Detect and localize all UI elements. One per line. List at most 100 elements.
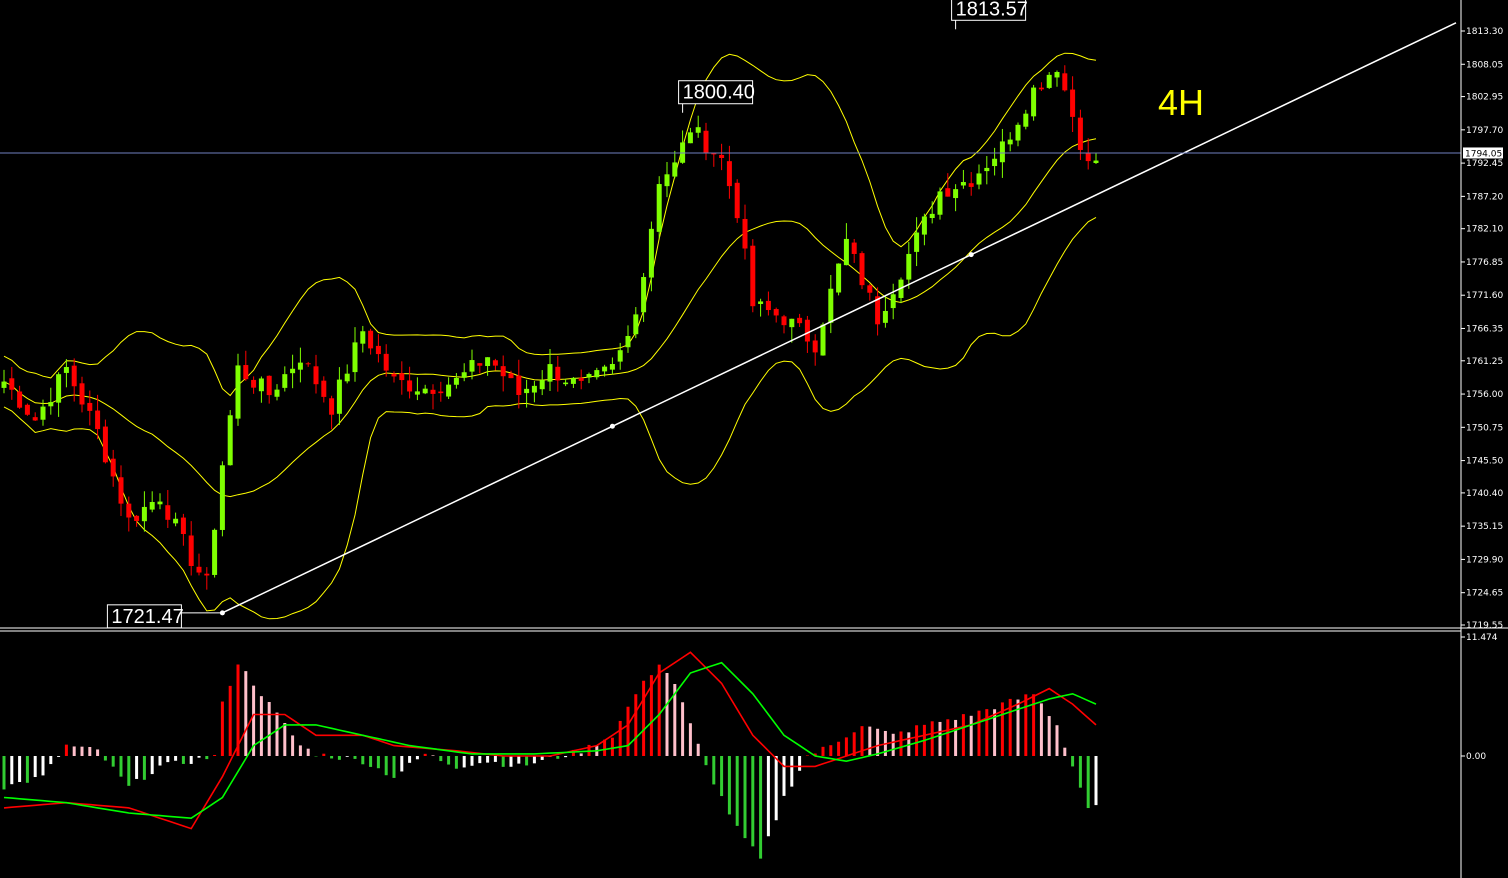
lower-band <box>3 216 1097 620</box>
candle-body <box>173 518 179 524</box>
candle-body <box>641 277 647 313</box>
candle-body <box>945 188 951 197</box>
candle-body <box>547 364 553 382</box>
candle-body <box>1062 73 1068 91</box>
candle-body <box>48 402 54 407</box>
y-tick-label: 1787.20 <box>1466 192 1503 202</box>
svg-text:1794.05: 1794.05 <box>1465 149 1502 159</box>
candle-body <box>383 353 389 371</box>
candle-body <box>937 191 943 215</box>
candle-body <box>196 566 202 573</box>
candle-body <box>804 319 810 342</box>
candle-body <box>1054 72 1060 78</box>
macd-line <box>3 651 1097 830</box>
candle-body <box>391 373 397 377</box>
candle-body <box>1093 160 1099 164</box>
candle-body <box>375 345 381 355</box>
candle-body <box>1015 124 1021 141</box>
candle-body <box>703 130 709 154</box>
y-tick-label: 1776.85 <box>1466 258 1503 268</box>
candle-body <box>1038 87 1044 90</box>
candle-body <box>524 388 530 394</box>
candle-body <box>711 152 717 155</box>
y-tick-label: 1756.00 <box>1466 390 1503 400</box>
candle-body <box>414 391 420 395</box>
candle-body <box>9 378 15 390</box>
candle-body <box>79 383 85 405</box>
candle-body <box>976 173 982 185</box>
trendline[interactable] <box>222 22 1457 614</box>
candle-body <box>992 158 998 167</box>
candle-body <box>336 379 342 414</box>
candle-body <box>594 370 600 378</box>
candle-body <box>453 377 459 385</box>
macd-histogram <box>2 664 1098 859</box>
candle-body <box>820 324 826 356</box>
macd-y-tick-label: 11.474 <box>1466 633 1498 643</box>
annotation-text: 1813.57 <box>956 0 1028 20</box>
y-tick-label: 1797.70 <box>1466 126 1503 136</box>
candle-body <box>219 465 225 530</box>
candle-body <box>282 374 288 388</box>
annotation-1800.40: 1800.40 <box>678 80 755 113</box>
trendline-anchor-mid[interactable] <box>609 423 615 429</box>
y-tick-label: 1802.95 <box>1466 93 1503 103</box>
candle-body <box>882 310 888 323</box>
candle-body <box>352 342 358 373</box>
candle-body <box>836 263 842 293</box>
candle-body <box>921 216 927 235</box>
candle-body <box>742 218 748 249</box>
candle-body <box>95 410 101 430</box>
candle-body <box>1007 139 1013 145</box>
trendline-anchor-end[interactable] <box>968 252 974 258</box>
candle-body <box>446 384 452 397</box>
y-tick-label: 1771.60 <box>1466 291 1503 301</box>
candle-body <box>126 503 132 518</box>
candle-body <box>999 141 1005 163</box>
candle-body <box>1070 89 1076 117</box>
candle-body <box>422 388 428 394</box>
candle-body <box>734 182 740 219</box>
candle-body <box>469 360 475 372</box>
candle-body <box>274 389 280 397</box>
candle-body <box>407 380 413 392</box>
candle-body <box>797 317 803 324</box>
annotation-box <box>678 80 754 105</box>
candle-body <box>251 379 257 388</box>
candle-body <box>867 285 873 293</box>
candle-body <box>960 182 966 186</box>
candle-body <box>516 375 522 395</box>
candle-body <box>477 363 483 366</box>
candle-body <box>781 316 787 326</box>
signal-line <box>3 661 1097 820</box>
candle-body <box>141 506 147 522</box>
candle-body <box>664 174 670 187</box>
candle-body <box>609 364 615 370</box>
candle-body <box>305 363 311 365</box>
candle-body <box>243 365 249 380</box>
annotation-box <box>951 0 1027 21</box>
candle-body <box>633 314 639 335</box>
candle-body <box>687 132 693 144</box>
candle-body <box>56 374 62 403</box>
candle-body <box>672 162 678 177</box>
y-tick-label: 1719.55 <box>1466 621 1503 631</box>
candle-body <box>87 402 93 411</box>
y-tick-label: 1750.75 <box>1466 423 1503 433</box>
candle-body <box>500 366 506 377</box>
y-tick-label: 1740.40 <box>1466 489 1503 499</box>
y-tick-label: 1761.25 <box>1466 357 1503 367</box>
y-tick-label: 1808.05 <box>1466 60 1503 70</box>
y-tick-label: 1813.30 <box>1466 27 1503 37</box>
candle-body <box>1031 87 1037 117</box>
candle-body <box>266 375 272 396</box>
candle-body <box>531 385 537 393</box>
candle-body <box>235 365 241 419</box>
candle-body <box>602 366 608 372</box>
candle-body <box>438 391 444 394</box>
candle-body <box>360 331 366 344</box>
candle-body <box>789 318 795 328</box>
candle-body <box>157 501 163 505</box>
candle-body <box>313 366 319 385</box>
